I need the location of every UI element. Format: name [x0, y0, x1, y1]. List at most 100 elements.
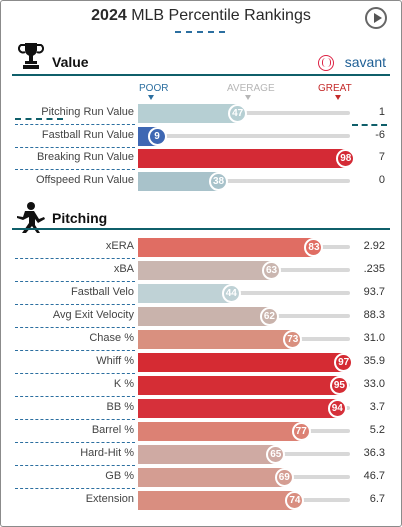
- savant-brand: savant: [344, 54, 386, 70]
- value-section-rule: [12, 74, 390, 76]
- percentile-circle[interactable]: 44: [221, 284, 241, 303]
- metric-value: 46.7: [363, 470, 385, 482]
- play-button[interactable]: [365, 7, 387, 29]
- percentile-circle[interactable]: 98: [336, 149, 356, 168]
- row-separator: [15, 373, 135, 374]
- metric-label: Hard-Hit %: [80, 447, 134, 459]
- percentile-track: [138, 291, 350, 295]
- percentile-circle[interactable]: 74: [285, 491, 305, 510]
- row-separator: [15, 465, 135, 466]
- highlight-marker-line: [352, 124, 387, 126]
- row-separator: [15, 442, 135, 443]
- row-separator: [15, 419, 135, 420]
- metric-label: BB %: [106, 401, 134, 413]
- percentile-circle[interactable]: 73: [283, 330, 303, 349]
- percentile-circle[interactable]: 95: [329, 376, 349, 395]
- percentile-circle[interactable]: 63: [262, 261, 282, 280]
- percentile-circle[interactable]: 62: [259, 307, 279, 326]
- percentile-circle[interactable]: 94: [327, 399, 347, 418]
- metric-row: Fastball Velo 44 93.7: [0, 282, 402, 304]
- metric-label: Whiff %: [96, 355, 134, 367]
- metric-row: Barrel % 77 5.2: [0, 420, 402, 442]
- metric-value: 3.7: [369, 401, 385, 413]
- average-marker-icon: [245, 95, 251, 100]
- scale-poor: POOR: [139, 83, 169, 94]
- value-section-header: Value savant: [0, 40, 402, 71]
- metric-value: 93.7: [363, 286, 385, 298]
- percentile-bar: [138, 171, 219, 191]
- metric-label: xBA: [113, 263, 134, 275]
- metric-value: 36.3: [363, 447, 385, 459]
- percentile-circle[interactable]: 97: [334, 353, 354, 372]
- percentile-circle[interactable]: 69: [274, 468, 294, 487]
- percentile-circle[interactable]: 47: [228, 104, 248, 123]
- row-separator: [15, 124, 135, 125]
- pitching-section-header: Pitching: [0, 200, 402, 233]
- metric-value: 88.3: [363, 309, 385, 321]
- row-separator: [15, 258, 135, 259]
- metric-value: -6: [375, 128, 385, 141]
- pitching-section-rule: [12, 228, 390, 230]
- trophy-icon: [18, 43, 44, 69]
- title-text: MLB Percentile Rankings: [131, 7, 311, 24]
- metric-label: Barrel %: [91, 424, 134, 436]
- percentile-track: [138, 133, 350, 138]
- percentile-bar: [138, 149, 346, 168]
- metric-row: Avg Exit Velocity 62 88.3: [0, 305, 402, 327]
- metric-label: Fastball Velo: [71, 286, 134, 298]
- percentile-bar: [138, 353, 344, 372]
- percentile-bar: [138, 307, 270, 326]
- title-year: 2024: [91, 7, 127, 24]
- metric-row: Breaking Run Value 98 7: [0, 147, 402, 169]
- metric-label: xERA: [105, 240, 134, 252]
- metric-row: Extension 74 6.7: [0, 489, 402, 511]
- metric-value: 1: [378, 106, 385, 118]
- poor-marker-icon: [148, 95, 154, 100]
- metric-row: K % 95 33.0: [0, 374, 402, 396]
- percentile-bar: [138, 104, 238, 123]
- title-underline: [175, 31, 225, 33]
- metric-row: Chase % 73 31.0: [0, 328, 402, 350]
- metric-row: Whiff % 97 35.9: [0, 351, 402, 373]
- scale-average: AVERAGE: [227, 83, 275, 94]
- percentile-circle[interactable]: 38: [209, 171, 229, 191]
- metric-value: 7: [378, 151, 385, 163]
- metric-row: BB % 94 3.7: [0, 397, 402, 419]
- percentile-circle[interactable]: 65: [266, 445, 286, 464]
- section-title-pitching: Pitching: [52, 210, 108, 226]
- metric-row: Offspeed Run Value 38 0: [0, 170, 402, 192]
- percentile-circle[interactable]: 9: [147, 126, 167, 146]
- percentile-bar: [138, 376, 340, 395]
- metric-row: Pitching Run Value 47 1: [0, 102, 402, 124]
- metric-value: 5.2: [369, 424, 385, 436]
- row-separator: [15, 327, 135, 328]
- percentile-bar: [138, 238, 314, 257]
- scale-great: GREAT: [318, 83, 352, 94]
- metric-value: 0: [378, 173, 385, 186]
- metric-row: xBA 63 .235: [0, 259, 402, 281]
- metric-value: .235: [363, 263, 385, 275]
- metric-label: Avg Exit Velocity: [52, 309, 134, 321]
- metric-row: Fastball Run Value 9 -6: [0, 125, 402, 147]
- savant-logo-icon: [318, 55, 334, 71]
- percentile-circle[interactable]: 77: [291, 422, 311, 441]
- metric-label: Pitching Run Value: [41, 106, 134, 118]
- percentile-circle[interactable]: 83: [304, 238, 324, 257]
- page-title: 2024 MLB Percentile Rankings: [0, 7, 402, 25]
- row-separator: [15, 488, 135, 489]
- row-separator: [15, 350, 135, 351]
- metric-row: xERA 83 2.92: [0, 236, 402, 258]
- row-separator: [15, 146, 135, 148]
- great-marker-icon: [335, 95, 341, 100]
- metric-value: 2.92: [363, 240, 385, 252]
- metric-value: 33.0: [363, 378, 385, 390]
- metric-value: 31.0: [363, 332, 385, 344]
- percentile-bar: [138, 468, 285, 487]
- percentile-track: [138, 178, 350, 183]
- percentile-bar: [138, 399, 338, 418]
- row-separator: [15, 304, 135, 305]
- metric-value: 35.9: [363, 355, 385, 367]
- metric-label: Chase %: [89, 332, 134, 344]
- metric-value: 6.7: [369, 493, 385, 505]
- metric-row: Hard-Hit % 65 36.3: [0, 443, 402, 465]
